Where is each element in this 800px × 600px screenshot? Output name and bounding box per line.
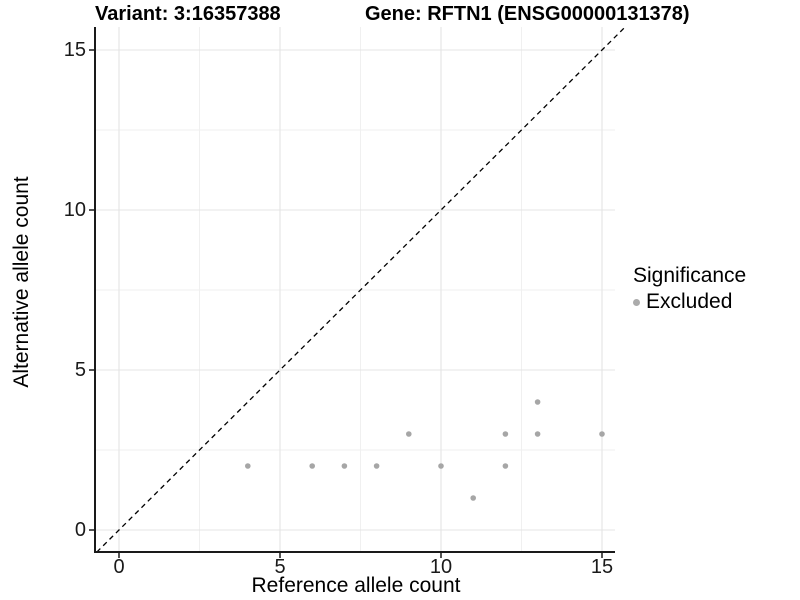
legend-item-excluded: Excluded	[633, 290, 746, 314]
data-point	[406, 431, 412, 437]
y-tick-label-15: 15	[63, 39, 86, 61]
x-tick-label-0: 0	[113, 556, 125, 578]
data-point	[534, 431, 541, 437]
data-point	[599, 431, 605, 437]
x-axis-title: Reference allele count	[251, 574, 461, 597]
data-point	[502, 431, 509, 437]
legend-key-dot-icon	[633, 298, 640, 306]
x-tick-label-5: 5	[274, 556, 286, 578]
data-point	[470, 495, 477, 501]
plot-title-gene: Gene: RFTN1 (ENSG00000131378)	[365, 3, 690, 25]
legend-title: Significance	[633, 264, 747, 287]
data-point	[438, 463, 444, 469]
data-point	[534, 399, 541, 405]
data-point	[309, 463, 316, 469]
identity-reference-line	[96, 26, 626, 553]
y-tick-label-5: 5	[74, 359, 86, 381]
y-tick-label-0: 0	[74, 519, 86, 541]
data-point	[373, 463, 380, 469]
legend-item-label: Excluded	[646, 290, 733, 313]
data-point	[341, 463, 348, 469]
data-point	[245, 463, 251, 469]
data-point	[502, 463, 509, 469]
x-tick-label-15: 15	[590, 556, 614, 578]
y-tick-label-10: 10	[63, 199, 86, 221]
x-tick-label-10: 10	[429, 556, 453, 578]
y-axis-title: Alternative allele count	[10, 176, 33, 388]
legend: Significance Excluded	[633, 264, 746, 314]
plot-title-variant: Variant: 3:16357388	[95, 3, 281, 25]
